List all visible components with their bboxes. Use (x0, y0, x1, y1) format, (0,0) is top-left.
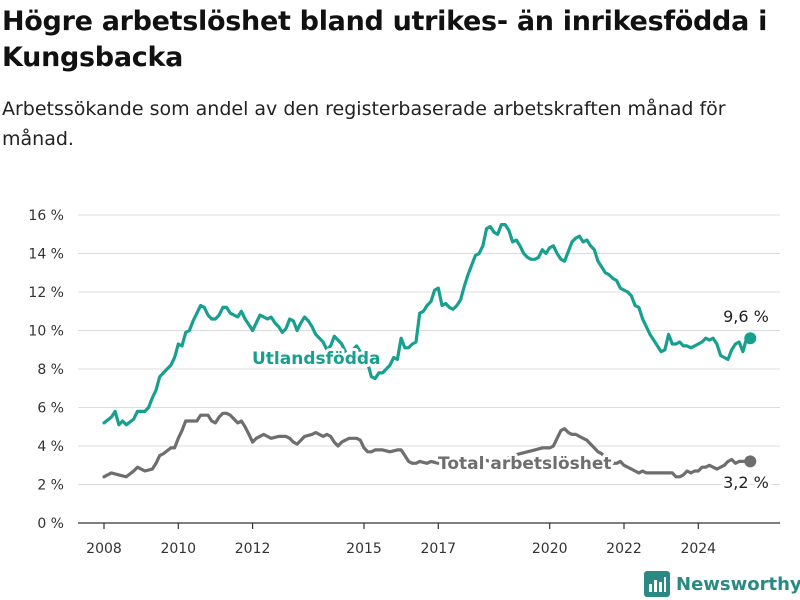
end-value-label-total: 3,2 % (723, 473, 769, 492)
x-tick-label: 2022 (606, 541, 642, 557)
brand-logo: Newsworthy (644, 569, 800, 599)
series-label-total: Total arbetslöshet (438, 454, 612, 474)
series-end-point (744, 455, 757, 468)
series-lines (102, 223, 757, 479)
end-value-label-foreign-born: 9,6 % (723, 307, 769, 326)
series-line-total (102, 411, 752, 479)
y-axis-tick-labels: 0 % 2 % 4 % 6 % 8 % 10 % 12 % 14 % 16 % (28, 208, 64, 532)
y-tick-label: 12 % (28, 285, 64, 301)
x-tick-label: 2012 (235, 541, 271, 557)
y-tick-label: 6 % (37, 401, 64, 417)
chart-labels: Utlandsfödda Total arbetslöshet 9,6 % 3,2 % (249, 304, 772, 495)
x-tick-label: 2010 (160, 541, 196, 557)
y-tick-label: 2 % (37, 478, 64, 494)
x-tick-label: 2024 (680, 541, 716, 557)
y-tick-label: 0 % (37, 516, 64, 532)
series-label-foreign-born: Utlandsfödda (252, 349, 381, 369)
newsworthy-logo-icon (644, 571, 670, 597)
page-subtitle: Arbetssökande som andel av den registerb… (2, 98, 726, 150)
page-title: Högre arbetslöshet bland utrikes- än inr… (2, 6, 768, 73)
y-tick-label: 4 % (37, 439, 64, 455)
y-tick-label: 10 % (28, 324, 64, 340)
x-tick-label: 2017 (420, 541, 456, 557)
x-tick-label: 2015 (346, 541, 382, 557)
y-tick-label: 14 % (28, 247, 64, 263)
y-tick-label: 8 % (37, 362, 64, 378)
series-line-foreign-born (102, 223, 752, 427)
x-tick-label: 2008 (86, 541, 122, 557)
x-tick-label: 2020 (532, 541, 568, 557)
grid-lines (78, 214, 780, 485)
brand-name: Newsworthy (676, 573, 800, 595)
x-axis: 2008 2010 2012 2015 2017 2020 2022 2024 (78, 522, 780, 557)
y-tick-label: 16 % (28, 208, 64, 224)
series-end-point (744, 332, 757, 345)
